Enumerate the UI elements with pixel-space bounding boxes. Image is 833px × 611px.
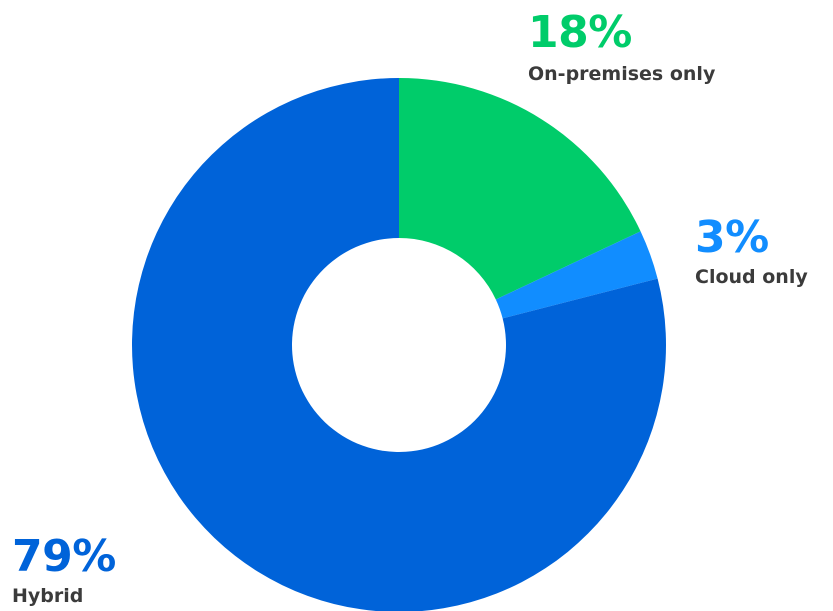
donut-slices	[132, 78, 666, 611]
slice-name-label-hybrid: Hybrid	[12, 585, 84, 607]
slice-callout-on-premises-only: 18% On-premises only	[528, 11, 715, 84]
slice-callout-cloud-only: 3% Cloud only	[695, 216, 808, 287]
slice-percent-label-cloud-only: 3%	[695, 212, 769, 263]
slice-name-label-cloud-only: Cloud only	[695, 266, 808, 288]
slice-percent-label-hybrid: 79%	[12, 531, 116, 582]
slice-callout-hybrid: 79% Hybrid	[12, 535, 116, 606]
slice-name-label-on-premises-only: On-premises only	[528, 63, 716, 85]
donut-slice-hybrid	[132, 78, 666, 611]
slice-percent-label-on-premises-only: 18%	[528, 7, 632, 58]
donut-slice-cloud-only	[495, 231, 658, 319]
donut-slice-on-premises-only	[399, 78, 641, 300]
